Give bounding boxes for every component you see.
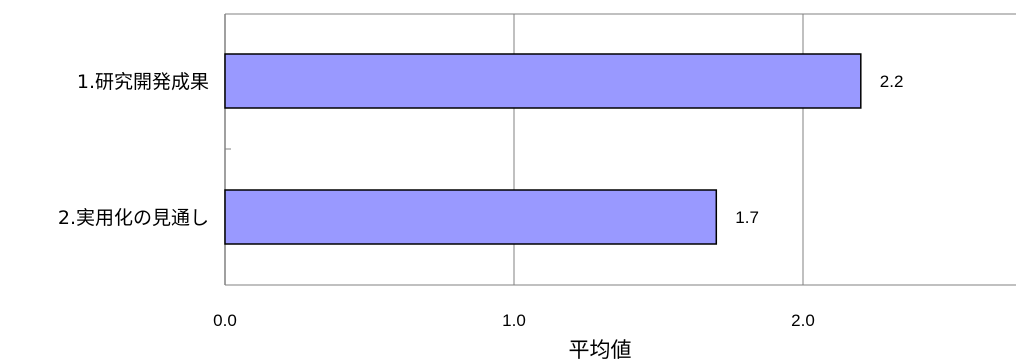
data-label: 2.2: [880, 72, 904, 91]
x-axis-title: 平均値: [569, 338, 632, 362]
x-tick-label: 2.0: [791, 311, 815, 330]
data-label: 1.7: [735, 208, 759, 227]
category-label: 1.研究開発成果: [77, 71, 209, 93]
category-label: 2.実用化の見通し: [58, 207, 209, 229]
category-labels: 1.研究開発成果 2.実用化の見通し: [58, 71, 209, 229]
bar: [224, 53, 862, 109]
x-tick-labels: 0.0 1.0 2.0: [213, 311, 815, 330]
bars: [224, 53, 862, 245]
x-tick-label: 0.0: [213, 311, 237, 330]
bar: [224, 189, 718, 245]
x-tick-label: 1.0: [502, 311, 526, 330]
data-labels: 2.2 1.7: [735, 72, 903, 227]
